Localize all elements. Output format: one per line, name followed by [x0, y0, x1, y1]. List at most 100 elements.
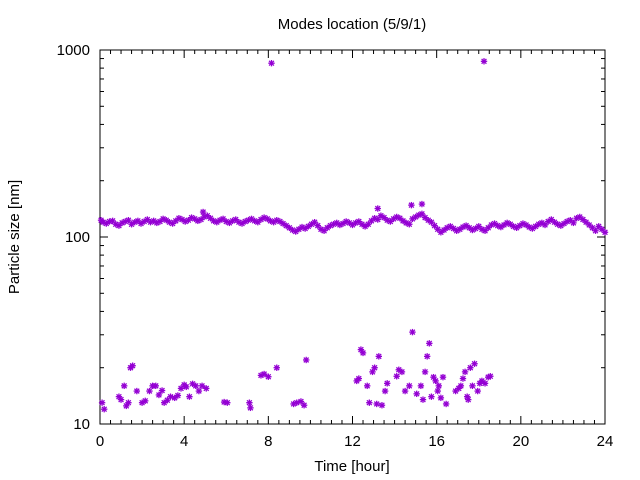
data-point	[375, 353, 383, 360]
data-point	[152, 382, 159, 390]
data-point	[475, 223, 482, 230]
data-point	[175, 215, 183, 222]
data-point	[461, 368, 469, 376]
data-point	[171, 394, 178, 402]
data-point	[198, 382, 206, 390]
data-point	[434, 387, 441, 395]
data-point	[409, 328, 416, 336]
data-point	[418, 200, 426, 208]
data-point	[247, 404, 254, 412]
y-tick-label: 10	[73, 416, 90, 433]
data-point	[374, 205, 381, 212]
data-point	[174, 392, 182, 399]
data-point	[300, 402, 308, 409]
data-point	[413, 390, 420, 398]
data-point	[203, 385, 210, 392]
data-point	[246, 399, 253, 406]
x-tick-label: 24	[597, 433, 614, 450]
data-point	[437, 394, 445, 402]
data-point	[125, 216, 132, 224]
data-point	[146, 387, 153, 395]
axis-ticks	[99, 49, 606, 425]
data-point	[393, 373, 400, 380]
data-point	[381, 387, 389, 395]
data-point	[303, 356, 310, 364]
data-point	[183, 383, 190, 391]
data-point	[155, 391, 163, 399]
x-tick-label: 8	[264, 433, 272, 450]
data-point	[371, 364, 378, 371]
data-point	[417, 382, 425, 390]
data-point	[138, 399, 146, 406]
x-tick-label: 20	[512, 433, 529, 450]
data-point	[595, 223, 602, 230]
data-point	[471, 360, 478, 367]
data-point	[195, 387, 203, 395]
data-point	[361, 223, 369, 230]
data-point	[320, 227, 328, 234]
data-point	[366, 399, 373, 406]
data-point	[355, 375, 363, 382]
data-point	[592, 227, 599, 234]
data-point	[199, 208, 207, 216]
data-point	[439, 373, 447, 381]
data-point	[481, 227, 489, 234]
data-points	[97, 58, 609, 413]
data-point	[268, 59, 275, 67]
data-point	[224, 399, 231, 406]
data-point	[101, 405, 108, 413]
data-point	[465, 396, 472, 403]
data-point	[428, 393, 435, 400]
data-point	[406, 382, 413, 390]
data-point	[293, 399, 300, 406]
data-point	[158, 387, 166, 394]
data-point	[442, 400, 450, 408]
data-point	[434, 226, 441, 233]
data-point	[432, 377, 439, 385]
data-point	[419, 396, 427, 403]
data-point	[200, 213, 208, 221]
data-point	[273, 364, 280, 371]
x-tick-label: 0	[96, 433, 104, 450]
data-point	[601, 229, 609, 236]
data-point	[129, 362, 136, 369]
plot-frame	[99, 49, 606, 425]
y-tick-label: 1000	[57, 42, 90, 59]
data-point	[373, 400, 380, 408]
chart-title: Modes location (5/9/1)	[278, 16, 426, 33]
data-point	[406, 221, 413, 228]
data-point	[117, 396, 125, 403]
data-point	[503, 219, 511, 227]
data-point	[109, 217, 116, 225]
data-point	[186, 393, 193, 400]
data-point	[457, 382, 465, 390]
x-axis-label: Time [hour]	[314, 458, 389, 475]
x-tick-label: 4	[180, 433, 188, 450]
data-point	[480, 58, 488, 65]
data-point	[365, 221, 372, 228]
x-tick-label: 12	[344, 433, 361, 450]
data-point	[265, 373, 272, 380]
data-point	[192, 382, 199, 390]
data-point	[142, 397, 149, 405]
data-point	[378, 402, 386, 409]
data-point	[435, 382, 442, 390]
data-point	[359, 349, 367, 357]
data-point	[426, 340, 433, 347]
data-point	[408, 201, 415, 209]
data-point	[164, 397, 171, 404]
data-point	[467, 364, 474, 371]
data-point	[421, 368, 429, 376]
data-point	[364, 382, 371, 390]
data-point	[423, 353, 431, 360]
data-point	[384, 380, 391, 387]
data-point	[398, 368, 406, 376]
x-tick-label: 16	[428, 433, 445, 450]
y-axis-label: Particle size [nm]	[6, 180, 23, 294]
data-point	[133, 387, 141, 395]
data-point	[125, 399, 132, 406]
data-point	[401, 387, 409, 395]
data-point	[570, 219, 577, 227]
data-point	[481, 380, 489, 387]
